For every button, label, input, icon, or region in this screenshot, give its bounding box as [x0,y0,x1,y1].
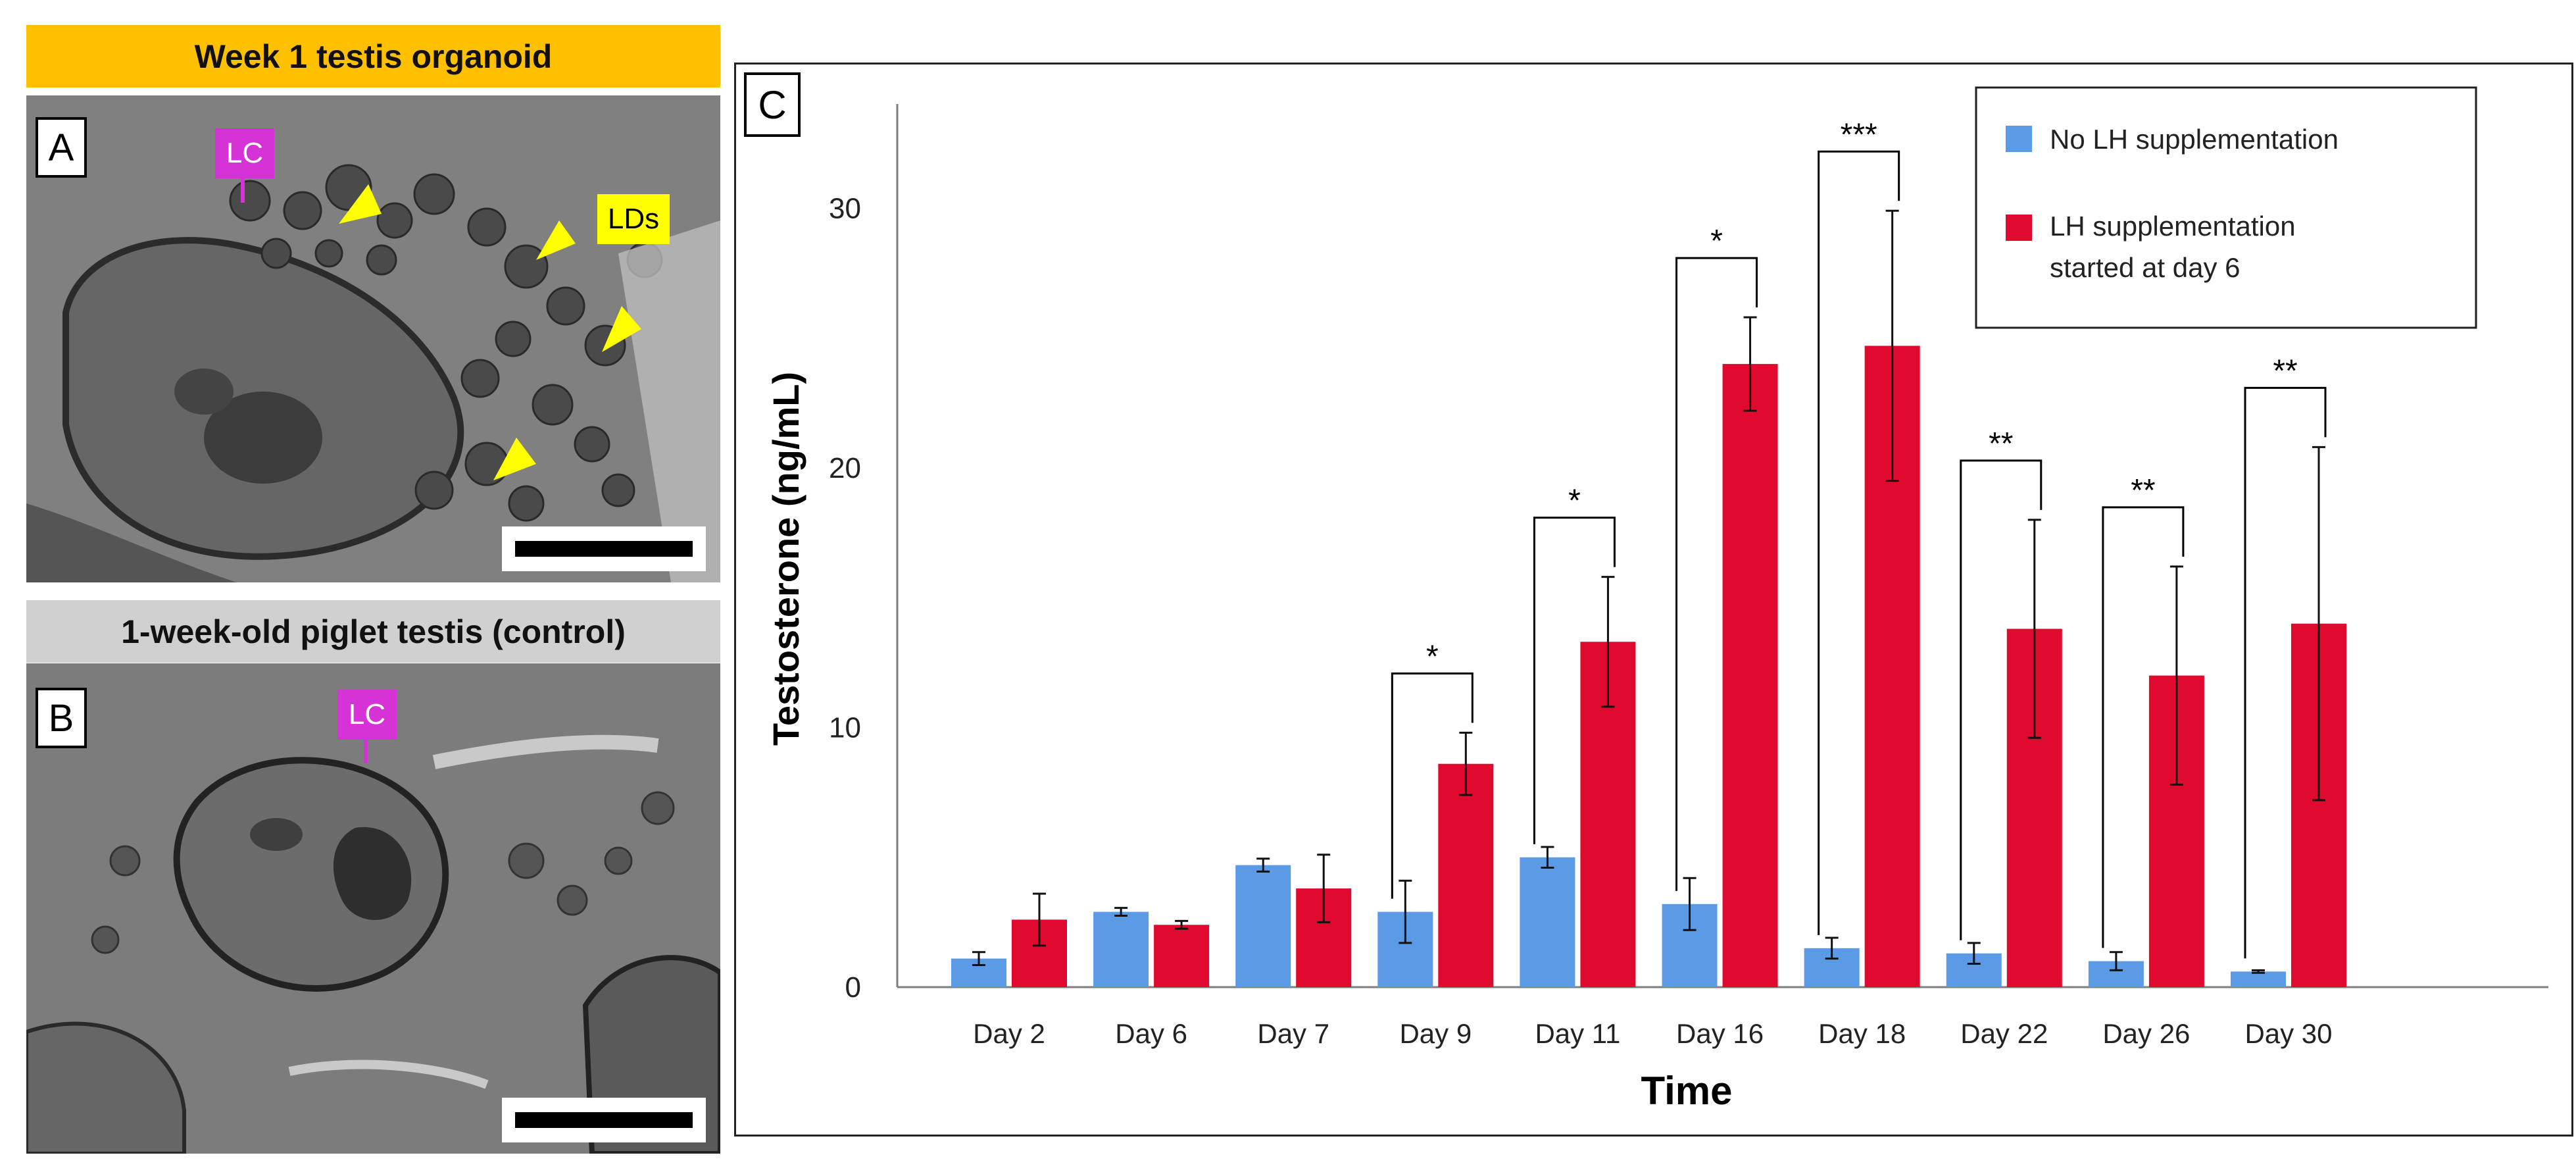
panel-a-banner: Week 1 testis organoid [26,25,720,88]
x-axis-title: Time [1641,1069,1733,1113]
bar-no-lh [1093,911,1149,987]
panel-b-banner: 1-week-old piglet testis (control) [26,600,720,663]
piglet-testis-micrograph-image [26,663,720,1154]
lc-pointer-a [241,176,245,203]
significance-stars: ** [2273,353,2297,388]
bar-lh [1722,364,1778,987]
lc-tag-a: LC [215,128,274,178]
significance-bracket [1818,150,1900,935]
bar-lh [1154,925,1210,987]
legend-label-lh-line2: started at day 6 [2050,252,2241,283]
lds-tag: LDs [597,194,670,244]
arrowhead-marker [493,438,536,480]
panel-b-label: B [36,688,87,748]
x-tick-label: Day 22 [1960,1018,2048,1049]
significance-bracket [1960,459,2043,940]
x-tick-label: Day 11 [1535,1018,1620,1049]
arrowhead-marker [602,306,641,352]
testosterone-bar-chart: C 0 10 20 30 Testosterone (ng/mL) Time Day 2 Day… [744,72,2548,1113]
panel-b-micrograph [26,663,720,1154]
legend-swatch-lh [2006,215,2032,241]
y-tick-label: 0 [845,971,861,1004]
x-tick-label: Day 26 [2102,1018,2190,1049]
panel-c-label: C [758,83,786,127]
significance-bracket [2244,386,2327,959]
significance-bracket [1533,517,1616,844]
significance-stars: * [1710,224,1723,259]
scale-bar-a [502,526,706,571]
legend-swatch-no-lh [2006,126,2032,152]
scale-bar-b [502,1098,706,1142]
significance-bracket [1391,672,1474,899]
significance-stars: ** [1989,426,2013,461]
x-tick-label: Day 16 [1676,1018,1764,1049]
significance-stars: *** [1841,117,1877,152]
arrowhead-marker [339,184,382,224]
significance-bracket [2102,506,2185,948]
x-tick-label: Day 7 [1257,1018,1329,1049]
bar-no-lh [2231,971,2286,987]
legend-label-no-lh: No LH supplementation [2050,124,2339,155]
arrowhead-marker [536,220,576,260]
x-tick-label: Day 9 [1399,1018,1472,1049]
panel-a-micrograph [26,95,720,582]
bar-no-lh [1520,857,1575,987]
panel-a-label: A [36,117,87,178]
significance-bracket [1675,257,1758,891]
panel-c-chart-frame: C 0 10 20 30 Testosterone (ng/mL) Time Day 2 Day… [734,63,2573,1137]
x-tick-label: Day 2 [973,1018,1045,1049]
bar-lh [1438,763,1494,987]
significance-stars: * [1568,484,1581,519]
panel-c-label-box [744,72,801,137]
y-tick-label: 30 [829,192,861,224]
significance-stars: ** [2131,473,2155,508]
y-tick-label: 20 [829,452,861,484]
x-tick-label: Day 6 [1115,1018,1187,1049]
panel-a-arrowheads [339,184,641,480]
legend-box [1975,86,2477,329]
x-tick-label: Day 30 [2244,1018,2332,1049]
lc-tag-b: LC [337,690,397,740]
organoid-micrograph-image [26,95,720,582]
x-tick-label: Day 18 [1818,1018,1906,1049]
significance-stars: * [1426,639,1439,674]
lc-pointer-b [364,738,368,763]
y-tick-label: 10 [829,711,861,744]
y-axis-title: Testosterone (ng/mL) [765,372,806,746]
bar-no-lh [1235,865,1291,987]
legend-label-lh-line1: LH supplementation [2050,211,2296,242]
